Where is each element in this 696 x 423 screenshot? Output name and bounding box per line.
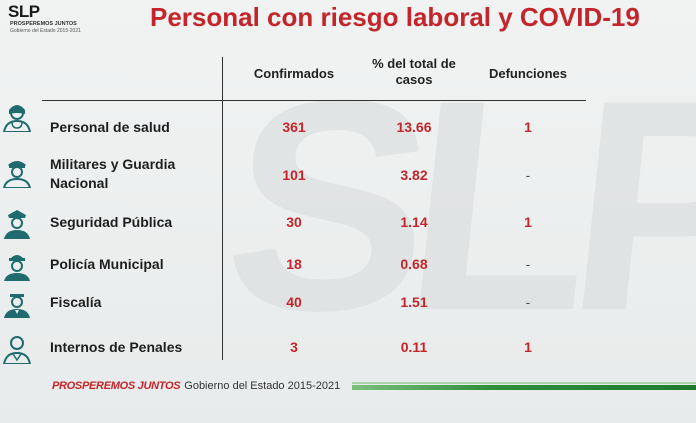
footer-bar-highlight [352, 382, 696, 384]
soldier-icon [2, 161, 32, 188]
row-label-militares-line2: Nacional [50, 175, 109, 191]
cell-deaths-1: - [525, 167, 531, 183]
header-percent: % del total de casos [356, 56, 472, 88]
cell-deaths-2: 1 [524, 214, 532, 230]
cell-confirmed-1: 101 [282, 167, 306, 183]
row-label-militares: Militares y Guardia Nacional [50, 155, 175, 193]
table-header-divider [42, 100, 586, 101]
cell-confirmed-4: 40 [286, 294, 302, 310]
cell-percent-4: 1.51 [400, 294, 428, 310]
cell-percent-5: 0.11 [400, 339, 428, 355]
cell-percent-2: 1.14 [400, 214, 428, 230]
row-label-internos-penales: Internos de Penales [50, 339, 183, 355]
footer: PROSPEREMOS JUNTOS Gobierno del Estado 20… [52, 380, 340, 392]
row-label-personal-salud: Personal de salud [50, 119, 170, 135]
health-worker-icon [2, 105, 32, 132]
footer-green-bar [352, 385, 696, 390]
footer-brand: PROSPEREMOS JUNTOS [52, 380, 181, 392]
logo-tagline: PROSPEREMOS JUNTOS [10, 21, 77, 27]
cell-confirmed-3: 18 [286, 256, 302, 272]
inmate-icon [2, 336, 32, 364]
cell-deaths-4: - [525, 294, 531, 310]
cell-percent-3: 0.68 [400, 256, 428, 272]
logo-mark: SLP [8, 2, 40, 21]
header-deaths: Defunciones [488, 66, 567, 81]
watermark: SLP [212, 37, 696, 373]
cell-confirmed-0: 361 [282, 119, 306, 135]
row-label-policia-municipal: Policía Municipal [50, 256, 164, 272]
police-officer-icon [4, 210, 30, 239]
cell-confirmed-5: 3 [290, 339, 298, 355]
footer-government: Gobierno del Estado 2015-2021 [184, 380, 341, 392]
table-vertical-divider [222, 57, 223, 360]
prosecutor-icon [4, 294, 30, 318]
municipal-police-icon [4, 255, 30, 281]
cell-percent-0: 13.66 [396, 119, 432, 135]
header-percent-line1: % del total de [372, 56, 456, 71]
header-percent-line2: casos [395, 72, 433, 87]
header-confirmed: Confirmados [253, 66, 335, 81]
page-title: Personal con riesgo laboral y COVID-19 [150, 2, 640, 32]
row-label-militares-line1: Militares y Guardia [50, 156, 176, 172]
cell-percent-1: 3.82 [400, 167, 428, 183]
logo: SLP PROSPEREMOS JUNTOS Gobierno del Esta… [8, 2, 108, 38]
row-label-seguridad-publica: Seguridad Pública [50, 214, 173, 230]
cell-deaths-3: - [525, 256, 531, 272]
logo-subtitle: Gobierno del Estado 2015-2021 [10, 28, 81, 34]
row-label-fiscalia: Fiscalía [50, 294, 102, 310]
cell-deaths-5: 1 [524, 339, 532, 355]
cell-deaths-0: 1 [524, 119, 532, 135]
cell-confirmed-2: 30 [286, 214, 302, 230]
